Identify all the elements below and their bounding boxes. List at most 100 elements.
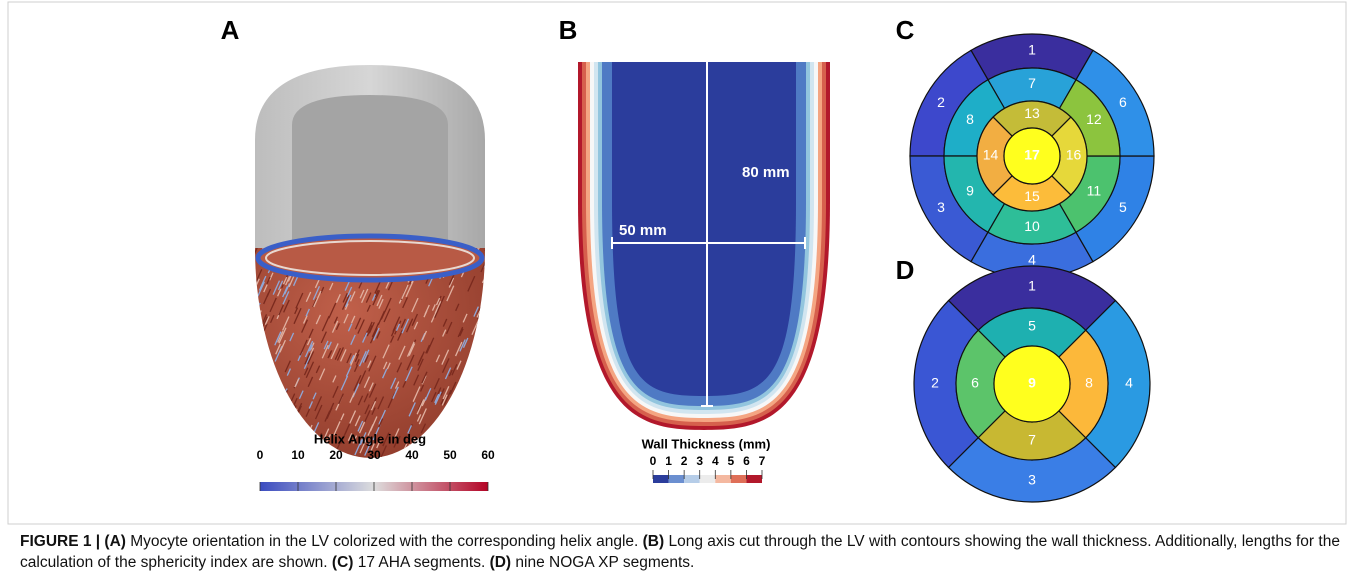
fiber: [256, 310, 261, 322]
colorbar-tick-label: 20: [329, 448, 343, 462]
segment-label: 10: [1024, 218, 1040, 234]
fiber: [286, 437, 289, 444]
fiber: [251, 330, 256, 341]
segment-label: 1: [1028, 42, 1036, 58]
fiber: [305, 439, 309, 449]
caption-text: (D): [490, 554, 512, 571]
fiber: [485, 349, 489, 359]
segment-label: 7: [1028, 75, 1036, 91]
fiber: [268, 399, 274, 412]
segment-label: 5: [1119, 199, 1127, 215]
fiber: [483, 303, 486, 310]
segment-label: 7: [1028, 432, 1036, 448]
colorbar-bin: [669, 475, 685, 483]
heart-model: [250, 65, 495, 460]
fiber: [270, 409, 274, 419]
fiber: [252, 284, 255, 290]
fiber: [253, 425, 258, 436]
fiber: [485, 314, 491, 327]
fiber: [426, 439, 429, 445]
segment-label: 9: [966, 182, 974, 198]
colorbar-tick-label: 30: [367, 448, 381, 462]
fiber: [286, 427, 289, 434]
fiber: [480, 420, 483, 427]
fiber: [281, 388, 288, 403]
figure: A B C D Helix Angle in deg 80 mm 50 mm W…: [0, 0, 1354, 528]
fiber: [253, 308, 259, 321]
long-axis-cut: [578, 62, 830, 430]
panel-label: A: [221, 15, 240, 45]
fiber: [483, 423, 486, 429]
fiber: [264, 394, 267, 401]
colorbar-tick-label: 3: [696, 454, 703, 468]
fiber: [258, 351, 263, 363]
colorbar-tick-label: 60: [481, 448, 495, 462]
segment-label: 8: [966, 111, 974, 127]
fiber: [487, 392, 494, 407]
fiber: [463, 439, 467, 449]
colorbar-tick-label: 2: [681, 454, 688, 468]
fiber: [253, 294, 256, 301]
fiber: [477, 404, 482, 416]
colorbar-bin: [715, 475, 731, 483]
segment-label: 3: [1028, 472, 1036, 488]
fiber: [298, 435, 303, 447]
colorbar-bin: [700, 475, 716, 483]
fiber: [461, 375, 467, 389]
fiber: [454, 396, 459, 408]
bullseye: 1234567891011121314151617123456789: [910, 34, 1154, 502]
fiber: [270, 386, 276, 400]
fiber: [488, 435, 493, 446]
fiber: [273, 437, 280, 452]
fiber: [252, 364, 257, 376]
panel-label: C: [896, 15, 915, 45]
fiber: [266, 363, 273, 378]
colorbar-bin: [653, 475, 669, 483]
fiber: [480, 337, 486, 351]
fiber: [459, 413, 463, 423]
fiber: [294, 409, 297, 415]
colorbar-tick-label: 0: [257, 448, 264, 462]
fiber: [482, 369, 487, 380]
colorbar-bin: [731, 475, 747, 483]
width-label: 50 mm: [619, 222, 667, 239]
colorbar-tick-label: 6: [743, 454, 750, 468]
segment-label: 14: [983, 147, 999, 163]
page: A B C D Helix Angle in deg 80 mm 50 mm W…: [0, 0, 1354, 587]
fiber: [485, 374, 490, 385]
caption-text: 17 AHA segments.: [353, 554, 489, 571]
fiber: [468, 384, 474, 398]
fiber: [487, 386, 493, 399]
fiber: [468, 401, 471, 408]
fiber: [295, 418, 300, 429]
fiber: [482, 429, 486, 437]
fiber: [251, 347, 255, 356]
segment-label: 1: [1028, 278, 1036, 294]
fiber: [279, 433, 283, 442]
fiber: [481, 369, 485, 378]
caption: FIGURE 1 | (A) Myocyte orientation in th…: [20, 531, 1340, 573]
fiber: [257, 426, 264, 441]
segment-label: 13: [1024, 105, 1040, 121]
caption-text: Myocyte orientation in the LV colorized …: [126, 533, 643, 550]
fiber: [295, 433, 301, 446]
colorbar-bin: [746, 475, 762, 483]
panel-label: B: [559, 15, 578, 45]
fiber: [485, 244, 488, 251]
fiber: [256, 337, 262, 351]
fiber: [487, 375, 492, 387]
fiber: [280, 431, 286, 444]
fiber: [472, 417, 478, 430]
fiber: [287, 421, 292, 431]
fiber: [480, 352, 483, 358]
fiber: [486, 324, 492, 338]
fiber: [456, 413, 459, 420]
fiber: [471, 366, 477, 380]
colorbar-tick-label: 7: [759, 454, 766, 468]
fiber: [257, 355, 263, 368]
fiber: [482, 402, 489, 417]
colorbar-tick-label: 1: [665, 454, 672, 468]
segment-label: 16: [1066, 147, 1082, 163]
fiber: [255, 314, 258, 321]
segment-label: 12: [1086, 111, 1102, 127]
